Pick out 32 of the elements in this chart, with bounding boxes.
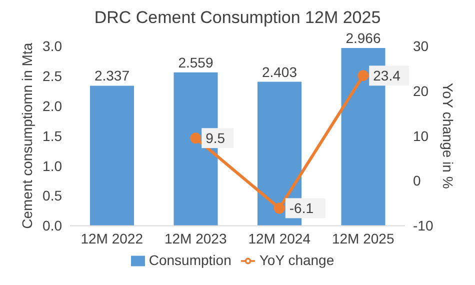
data-label: 2.403 <box>262 64 298 80</box>
data-label: 2.559 <box>178 54 214 70</box>
point <box>358 70 369 82</box>
point <box>190 132 202 144</box>
data-label: 2.966 <box>346 30 381 46</box>
y2-tick-label: 10 <box>413 128 429 144</box>
y2-axis-title: YoY change in % <box>440 82 456 189</box>
x-tick-label: 12M 2024 <box>248 230 311 247</box>
y2-tick-label: 0 <box>413 172 421 189</box>
x-tick-label: 12M 2023 <box>164 230 227 247</box>
x-tick-label: 12M 2025 <box>332 230 394 247</box>
data-label: 9.5 <box>206 130 226 146</box>
data-label: -6.1 <box>289 200 314 216</box>
point <box>274 202 285 214</box>
y-tick-label: 0.0 <box>42 218 62 234</box>
y-tick-label: 0.5 <box>42 188 62 204</box>
y-tick-label: 2.0 <box>42 98 62 114</box>
y-tick-label: 1.5 <box>42 128 62 144</box>
y2-tick-label: 30 <box>413 38 429 54</box>
legend-label: Consumption <box>148 252 232 268</box>
y-tick-label: 2.5 <box>42 68 62 84</box>
chart-title: DRC Cement Consumption 12M 2025 <box>93 8 382 28</box>
legend-label: YoY change <box>259 252 334 268</box>
bar <box>90 86 134 226</box>
y-tick-label: 1.0 <box>42 158 62 174</box>
data-label: 2.337 <box>94 68 130 84</box>
y2-tick-label: 20 <box>413 82 429 99</box>
data-label: 23.4 <box>373 68 401 84</box>
x-tick-label: 12M 2022 <box>80 230 144 247</box>
y2-tick-label: -10 <box>413 218 434 234</box>
y-axis-title: Cement consumptiomn in Mta <box>18 42 35 229</box>
y-tick-label: 3.0 <box>42 38 62 54</box>
